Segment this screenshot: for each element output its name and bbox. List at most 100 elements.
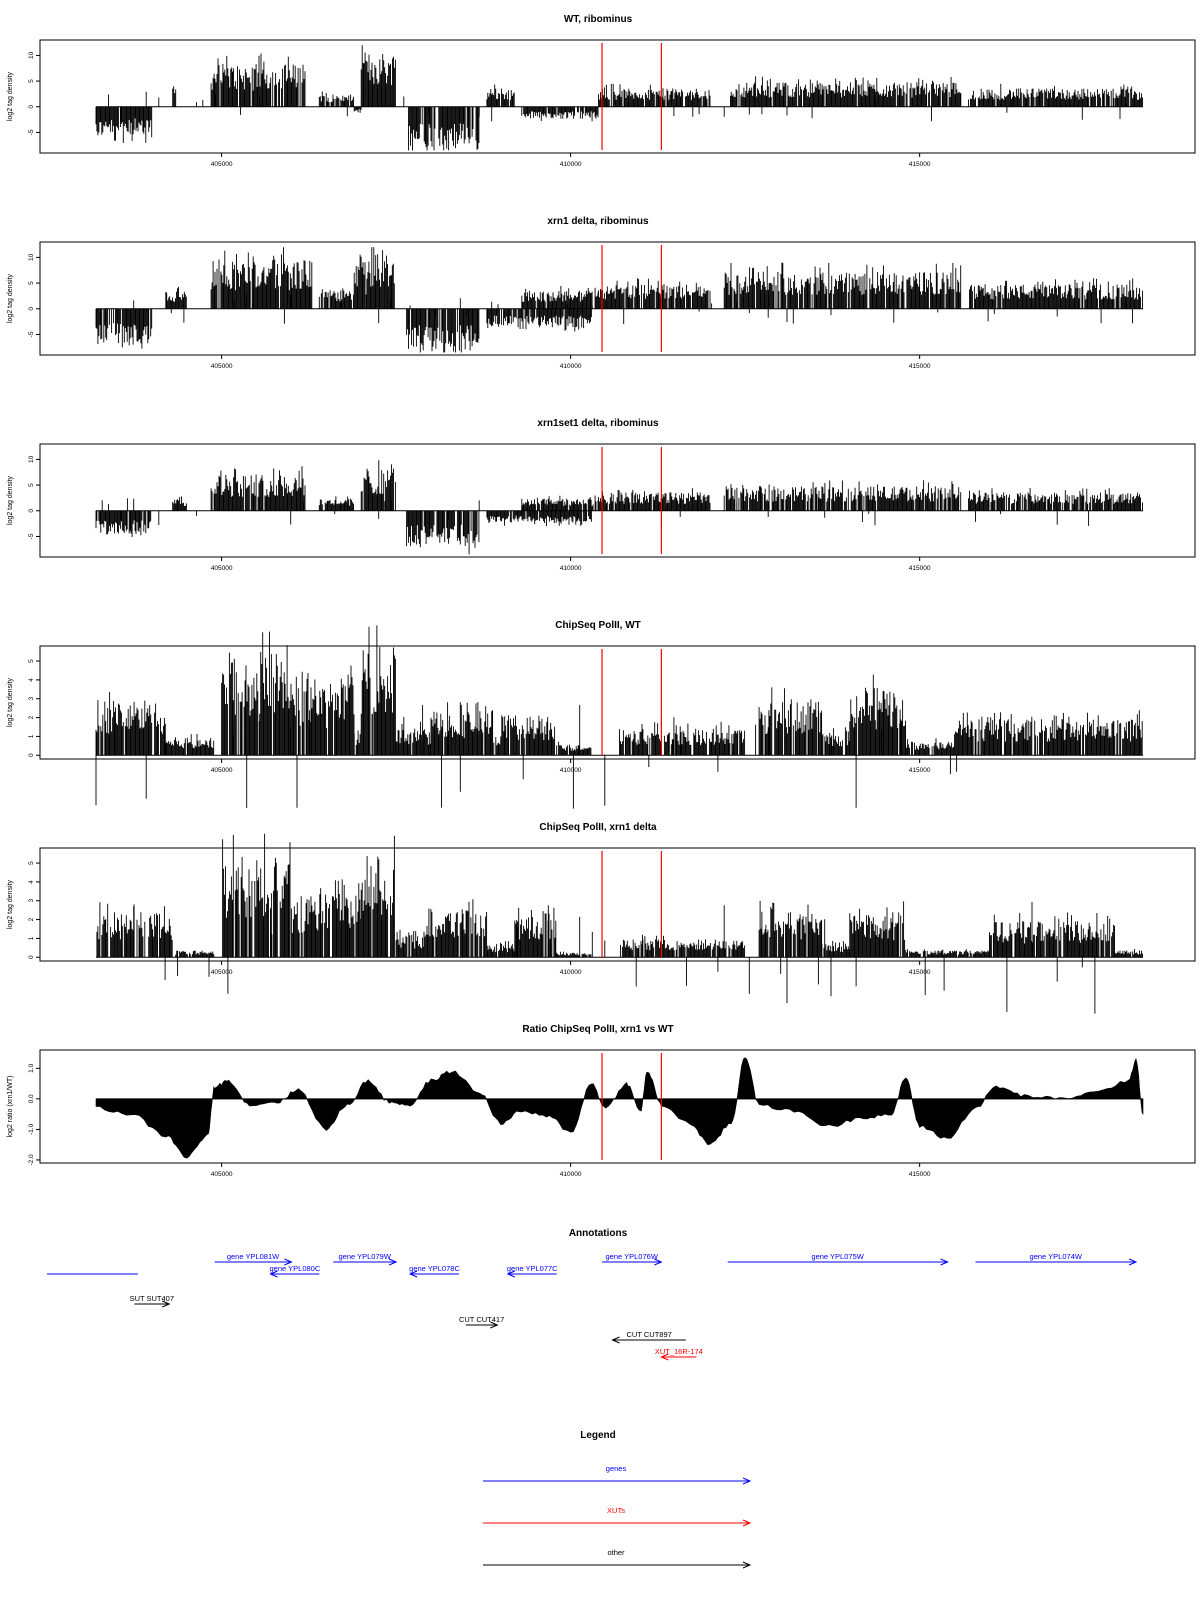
- x-tick-label: 405000: [211, 969, 233, 976]
- y-tick-label: 0.0: [28, 1094, 35, 1103]
- x-tick-label: 405000: [211, 565, 233, 572]
- arrow-head: [660, 1353, 669, 1361]
- legend-label: genes: [606, 1464, 627, 1473]
- y-tick-label: 4: [28, 678, 35, 682]
- y-tick-label: 0: [28, 955, 35, 959]
- y-tick-label: 0: [28, 753, 35, 757]
- annotation-feature: gene YPL079W: [333, 1252, 398, 1266]
- y-tick-label: -5: [28, 129, 35, 135]
- arrow-head: [162, 1300, 171, 1308]
- x-tick-label: 415000: [909, 565, 931, 572]
- x-tick-label: 405000: [211, 1171, 233, 1178]
- arrow-head: [269, 1270, 278, 1278]
- panel-title: WT, ribominus: [564, 14, 633, 25]
- arrow-head: [940, 1258, 949, 1266]
- annotation-feature: gene YPL075W: [727, 1252, 949, 1266]
- y-tick-label: 10: [28, 51, 35, 59]
- feature-label: gene YPL074W: [1030, 1252, 1083, 1261]
- y-axis-label: log2 ratio (xrn1/WT): [7, 1076, 14, 1138]
- feature-label: gene YPL079W: [339, 1252, 392, 1261]
- plot-frame: [39, 443, 1196, 558]
- arrow-head: [742, 1561, 752, 1569]
- feature-label: CUT CUT897: [627, 1330, 672, 1339]
- y-tick-label: 4: [28, 880, 35, 884]
- x-tick-label: 410000: [560, 161, 582, 168]
- x-tick-label: 405000: [211, 767, 233, 774]
- annotation-feature: gene YPL077C: [506, 1264, 558, 1278]
- plot-frame: [39, 645, 1196, 760]
- y-tick-label: 0: [28, 307, 35, 311]
- annotation-feature: SUT SUT407: [130, 1294, 174, 1308]
- y-tick-label: 2: [28, 715, 35, 719]
- panel-title: ChipSeq PolII, xrn1 delta: [539, 822, 657, 833]
- arrow-head: [408, 1270, 418, 1278]
- annotation-feature: gene YPL076W: [602, 1252, 663, 1266]
- y-tick-label: 3: [28, 899, 35, 903]
- y-tick-label: 10: [28, 253, 35, 261]
- y-axis-label: log2 tag density: [7, 475, 14, 525]
- x-tick-label: 415000: [909, 767, 931, 774]
- annotation-feature: gene YPL080C: [269, 1264, 321, 1278]
- legend-label: other: [607, 1548, 625, 1557]
- density-bars: [95, 460, 1143, 555]
- y-tick-label: 3: [28, 697, 35, 701]
- x-tick-label: 415000: [909, 1171, 931, 1178]
- density-bar-path: [95, 625, 1143, 809]
- plot-frame: [39, 39, 1196, 154]
- plot-frame: [39, 1049, 1196, 1164]
- y-tick-label: 0: [28, 105, 35, 109]
- annotation-feature: gene YPL074W: [975, 1252, 1138, 1266]
- density-bars: [95, 45, 1143, 151]
- y-tick-label: 2: [28, 917, 35, 921]
- arrow-head: [611, 1336, 620, 1344]
- feature-label: XUT_16R-174: [655, 1347, 703, 1356]
- x-tick-label: 415000: [909, 161, 931, 168]
- density-bar-path: [95, 247, 1143, 353]
- arrow-head: [1128, 1258, 1138, 1266]
- feature-label: gene YPL080C: [270, 1264, 321, 1273]
- feature-label: CUT CUT417: [459, 1315, 504, 1324]
- annotation-feature: CUT CUT897: [611, 1330, 686, 1344]
- y-tick-label: 5: [28, 659, 35, 663]
- y-tick-label: 5: [28, 281, 35, 285]
- x-tick-label: 410000: [560, 767, 582, 774]
- arrow-head: [742, 1519, 752, 1527]
- arrow-head: [490, 1321, 499, 1329]
- feature-label: gene YPL075W: [811, 1252, 864, 1261]
- plot-frame: [39, 847, 1196, 962]
- feature-label: gene YPL076W: [606, 1252, 659, 1261]
- y-tick-label: -1.0: [28, 1123, 35, 1135]
- density-bar-path: [95, 45, 1143, 151]
- x-tick-label: 410000: [560, 1171, 582, 1178]
- track-panel: ChipSeq PolII, xrn1 delta log2 tag densit…: [7, 822, 1196, 1014]
- y-tick-label: 1.0: [28, 1063, 35, 1072]
- y-tick-label: 1: [28, 734, 35, 738]
- density-bars: [95, 247, 1143, 353]
- legend-items: genes XUTs other: [483, 1464, 752, 1569]
- x-tick-label: 410000: [560, 969, 582, 976]
- arrow-head: [284, 1258, 293, 1266]
- x-tick-label: 415000: [909, 363, 931, 370]
- x-tick-label: 415000: [909, 969, 931, 976]
- track-panel: xrn1 delta, ribominus log2 tag density -5 0…: [7, 216, 1196, 370]
- legend-item: XUTs: [483, 1506, 752, 1527]
- y-axis-label: log2 tag density: [7, 879, 14, 929]
- plot-frame: [39, 241, 1196, 356]
- arrow-head: [506, 1270, 516, 1278]
- y-tick-label: -5: [28, 533, 35, 539]
- y-axis-label: log2 tag density: [7, 273, 14, 323]
- arrow-head: [742, 1477, 752, 1485]
- legend-item: genes: [483, 1464, 752, 1485]
- x-tick-label: 410000: [560, 565, 582, 572]
- panel-title: xrn1 delta, ribominus: [547, 216, 649, 227]
- track-panel: WT, ribominus log2 tag density -5 0 5 10 40500…: [7, 14, 1196, 168]
- legend-title: Legend: [580, 1430, 616, 1441]
- feature-label: gene YPL077C: [507, 1264, 558, 1273]
- annotation-features: gene YPL081W gene YPL080C gene YPL079W gene…: [47, 1252, 1138, 1361]
- x-tick-label: 405000: [211, 363, 233, 370]
- y-tick-label: -5: [28, 331, 35, 337]
- y-tick-label: 0: [28, 509, 35, 513]
- arrow-head: [388, 1258, 398, 1266]
